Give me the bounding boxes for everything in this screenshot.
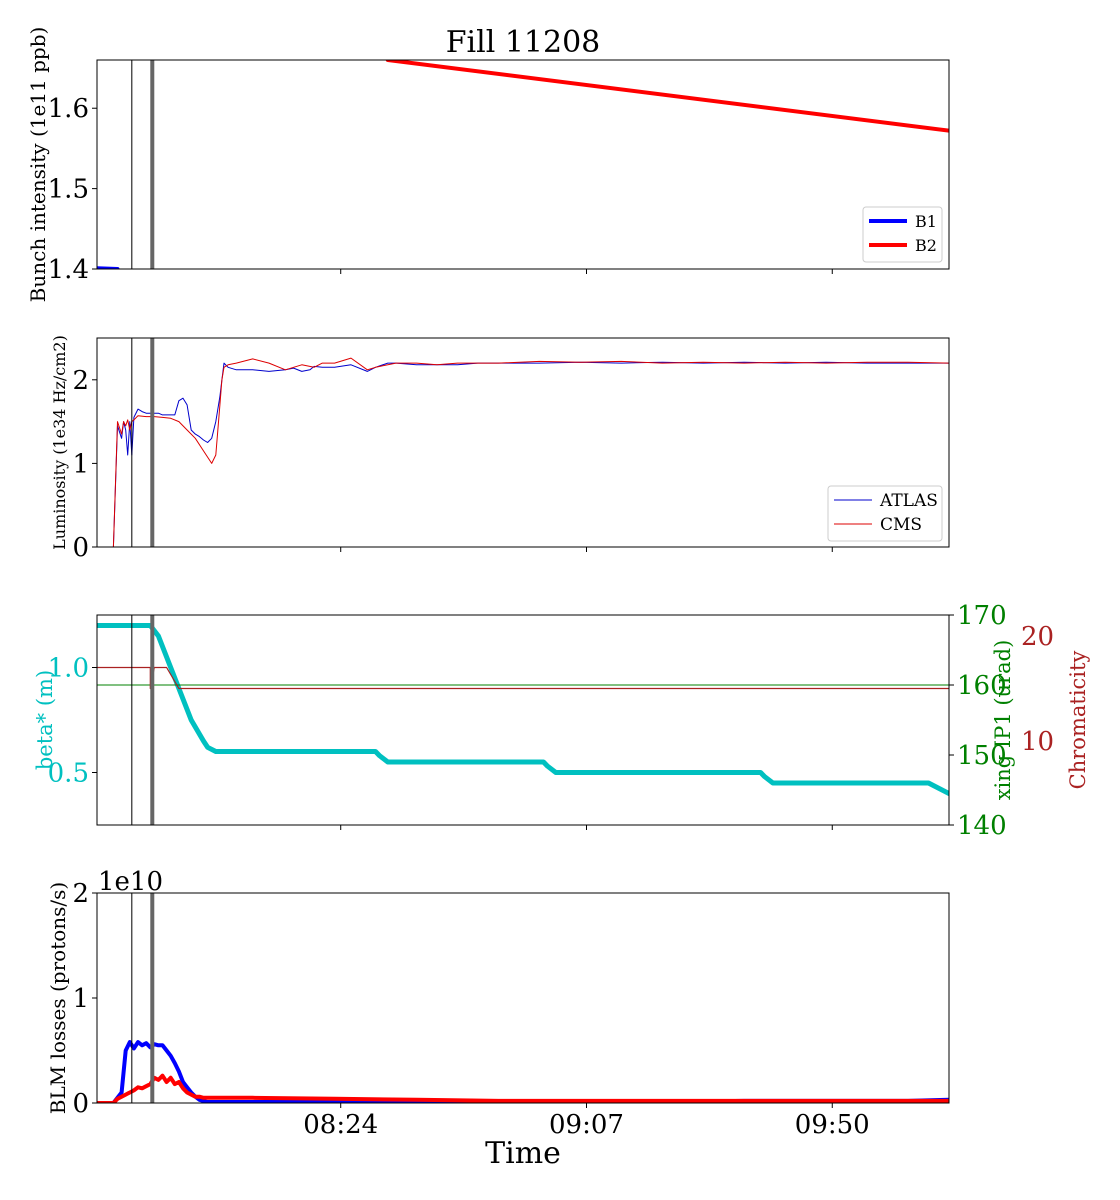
axes-frame bbox=[96, 614, 950, 826]
series-b2-line bbox=[385, 60, 949, 133]
y-tick-label: 2 bbox=[72, 366, 89, 396]
series-atlas-line bbox=[97, 361, 949, 547]
y-right2-tick-label: 20 bbox=[1021, 622, 1054, 652]
x-tick-label: 09:07 bbox=[549, 1110, 624, 1140]
y-tick-label: 1.0 bbox=[48, 654, 89, 684]
y-right2-tick-label: 10 bbox=[1021, 727, 1054, 757]
y-right-tick-label: 160 bbox=[957, 671, 1007, 701]
y-tick-label: 0 bbox=[72, 533, 89, 563]
figure-title: Fill 11208 bbox=[446, 25, 601, 60]
y-right2-axis-label: Chromaticity bbox=[1066, 651, 1090, 790]
series-b2-line bbox=[97, 1073, 949, 1103]
series-beta-line bbox=[97, 623, 949, 796]
y-tick-label: 1.6 bbox=[48, 94, 89, 124]
legend-label-b1: B1 bbox=[915, 212, 937, 231]
y-right-tick-label: 150 bbox=[957, 741, 1007, 771]
y-tick-label: 2 bbox=[72, 879, 89, 909]
time-axis-label: Time bbox=[485, 1136, 561, 1171]
y-tick-label: 1 bbox=[72, 984, 89, 1014]
y-scale-label: 1e10 bbox=[98, 867, 163, 897]
legend: ATLAS CMS bbox=[827, 485, 943, 542]
legend-label-atlas: ATLAS bbox=[879, 491, 938, 511]
axes-frame bbox=[96, 59, 950, 270]
y-axis-label: beta* (m) bbox=[33, 670, 57, 770]
x-tick-label: 08:24 bbox=[303, 1110, 378, 1140]
legend-label-cms: CMS bbox=[880, 515, 922, 535]
x-tick-label: 09:50 bbox=[795, 1110, 870, 1140]
plot-area bbox=[97, 357, 949, 547]
y-right-axis-label: xing IP1 (urad) bbox=[991, 640, 1015, 801]
y-axis-label: Luminosity (1e34 Hz/cm2) bbox=[50, 335, 69, 550]
series-cms-line bbox=[97, 357, 949, 547]
y-tick-label: 0.5 bbox=[48, 759, 89, 789]
axes-frame bbox=[96, 892, 950, 1104]
y-right-tick-label: 140 bbox=[957, 811, 1007, 841]
y-tick-label: 1.4 bbox=[48, 255, 89, 285]
y-axis-label: BLM losses (protons/s) bbox=[46, 882, 70, 1114]
plot-area bbox=[97, 1040, 949, 1103]
y-tick-label: 1 bbox=[72, 449, 89, 479]
axes-frame bbox=[96, 337, 950, 548]
y-tick-label: 0 bbox=[72, 1089, 89, 1119]
y-axis-label: Bunch intensity (1e11 ppb) bbox=[26, 27, 50, 303]
y-right-tick-label: 170 bbox=[957, 601, 1007, 631]
y-tick-label: 1.5 bbox=[48, 175, 89, 205]
legend-label-b2: B2 bbox=[915, 236, 937, 255]
